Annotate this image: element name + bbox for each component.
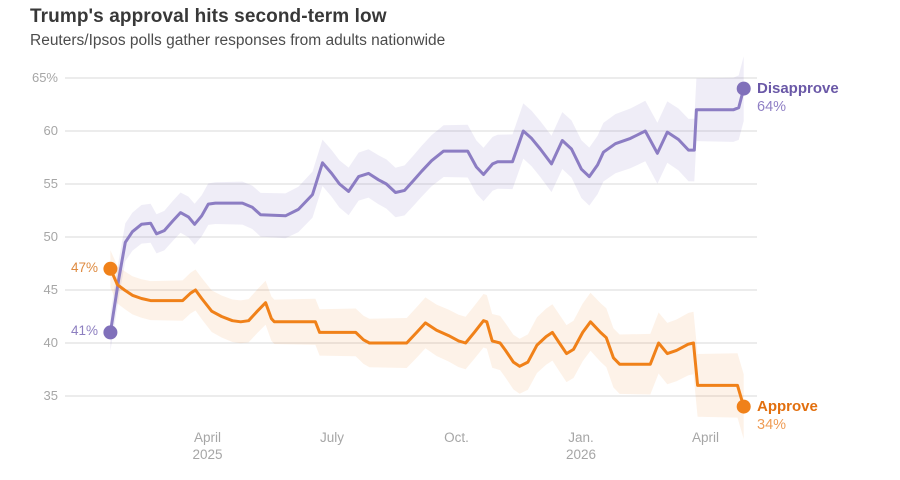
y-axis-tick-label: 40 <box>43 335 58 350</box>
approve-end-dot <box>736 399 751 414</box>
y-axis-tick-label: 65% <box>31 70 58 85</box>
chart-subtitle: Reuters/Ipsos polls gather responses fro… <box>30 32 446 49</box>
approve-series-label: Approve <box>757 398 818 415</box>
disapprove-line <box>108 87 746 334</box>
y-axis-tick-label: 50 <box>43 229 58 244</box>
y-axis-tick-label: 35 <box>43 388 58 403</box>
disapprove-series-label: Disapprove <box>757 80 839 97</box>
disapprove-end-dot <box>736 81 751 96</box>
disapprove-start-value-label: 41% <box>70 323 98 338</box>
x-axis-tick-label: Jan. 2026 <box>565 430 597 462</box>
disapprove-start-dot <box>103 325 118 340</box>
y-axis-tick-label: 45 <box>43 282 58 297</box>
x-axis-tick-label: April <box>691 430 719 445</box>
y-axis-tick-label: 55 <box>43 176 58 191</box>
approve-start-value-label: 47% <box>70 260 98 275</box>
approve-confidence-band <box>110 250 744 439</box>
y-axis-tick-label: 60 <box>43 123 58 138</box>
approve-end-value-label: 34% <box>757 417 787 433</box>
disapprove-end-value-label: 64% <box>757 99 787 115</box>
approve-line <box>108 267 746 409</box>
chart-title: Trump's approval hits second-term low <box>30 6 387 27</box>
y-axis-labels: 65% 60 55 50 45 40 35 <box>0 0 58 480</box>
x-axis-tick-label: July <box>319 430 344 445</box>
x-axis-tick-label: Oct. <box>444 430 469 445</box>
x-axis-tick-label: April 2025 <box>192 430 223 462</box>
approve-start-dot <box>103 261 118 276</box>
